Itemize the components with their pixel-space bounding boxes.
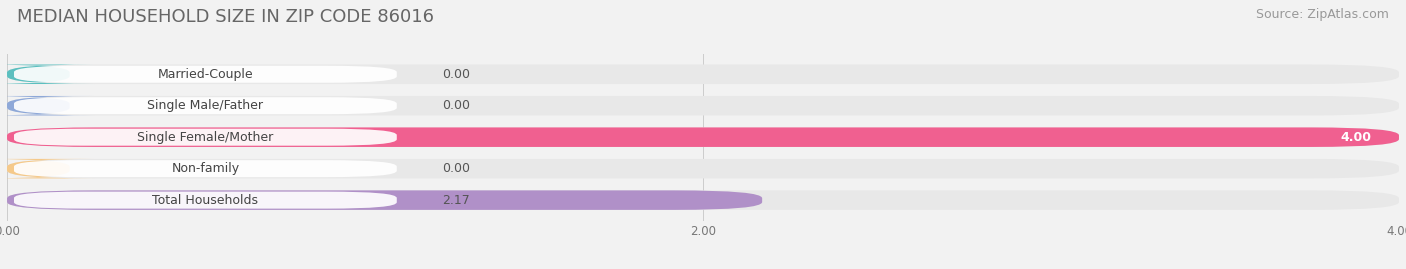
Text: Married-Couple: Married-Couple [157, 68, 253, 81]
Text: 0.00: 0.00 [441, 162, 470, 175]
Text: Total Households: Total Households [152, 194, 259, 207]
Text: Source: ZipAtlas.com: Source: ZipAtlas.com [1256, 8, 1389, 21]
FancyBboxPatch shape [7, 190, 762, 210]
Text: Single Male/Father: Single Male/Father [148, 99, 263, 112]
FancyBboxPatch shape [14, 192, 396, 209]
FancyBboxPatch shape [7, 190, 1399, 210]
Text: 4.00: 4.00 [1340, 131, 1371, 144]
FancyBboxPatch shape [7, 128, 1399, 147]
FancyBboxPatch shape [14, 66, 396, 83]
Text: 2.17: 2.17 [441, 194, 470, 207]
Text: Non-family: Non-family [172, 162, 239, 175]
FancyBboxPatch shape [0, 96, 94, 115]
Text: 0.00: 0.00 [441, 99, 470, 112]
FancyBboxPatch shape [14, 97, 396, 114]
FancyBboxPatch shape [7, 159, 1399, 178]
FancyBboxPatch shape [14, 129, 396, 146]
FancyBboxPatch shape [7, 96, 1399, 115]
FancyBboxPatch shape [14, 160, 396, 177]
FancyBboxPatch shape [0, 159, 94, 178]
Text: 0.00: 0.00 [441, 68, 470, 81]
Text: MEDIAN HOUSEHOLD SIZE IN ZIP CODE 86016: MEDIAN HOUSEHOLD SIZE IN ZIP CODE 86016 [17, 8, 434, 26]
FancyBboxPatch shape [0, 65, 94, 84]
Text: Single Female/Mother: Single Female/Mother [138, 131, 274, 144]
FancyBboxPatch shape [7, 65, 1399, 84]
FancyBboxPatch shape [7, 128, 1399, 147]
